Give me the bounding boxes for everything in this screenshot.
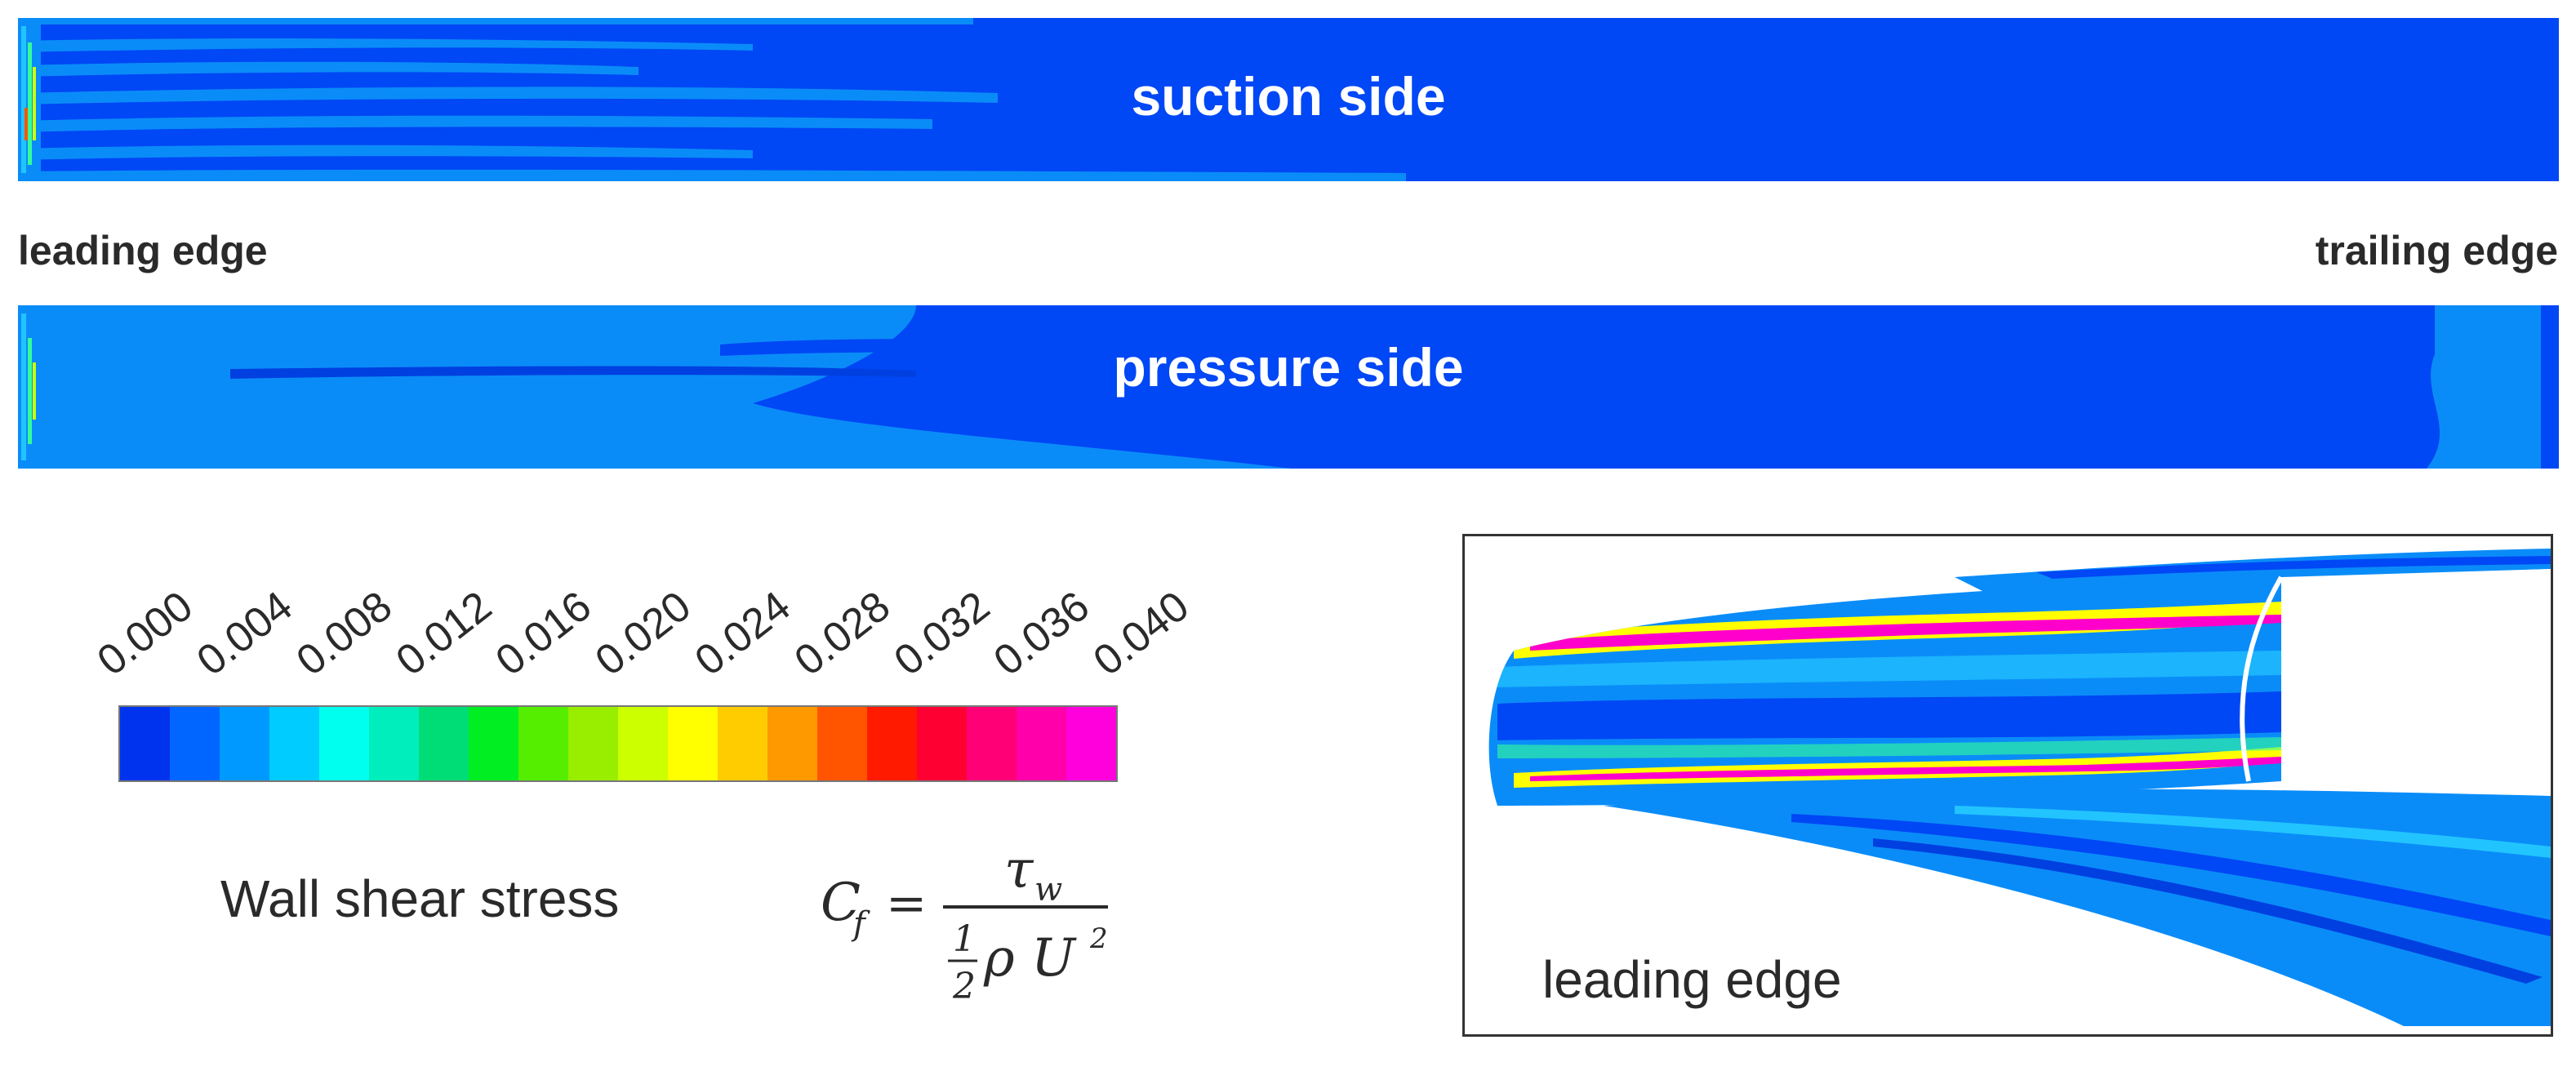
colorbar-segment xyxy=(967,707,1017,780)
legend-tick-label: 0.008 xyxy=(287,582,401,686)
colorbar-segment xyxy=(917,707,967,780)
colorbar-segment xyxy=(220,707,269,780)
colorbar-segment xyxy=(618,707,668,780)
colorbar-segment xyxy=(867,707,917,780)
legend-tick-label: 0.024 xyxy=(686,582,799,686)
colorbar xyxy=(118,705,1118,782)
colorbar-segment xyxy=(817,707,867,780)
skin-friction-formula: C f = τ w 1 2 ρ U 2 xyxy=(821,840,1147,1011)
legend-tick-label: 0.016 xyxy=(487,582,600,686)
pressure-side-contour: pressure side xyxy=(18,305,2559,469)
pressure-side-label: pressure side xyxy=(1113,337,1464,398)
inset-leading-edge-label: leading edge xyxy=(1542,950,1842,1009)
suction-side-field xyxy=(18,18,2559,181)
colorbar-segment xyxy=(120,707,170,780)
colorbar-segment xyxy=(469,707,518,780)
colorbar-segment xyxy=(269,707,319,780)
formula-u-sup: 2 xyxy=(1089,922,1108,955)
suction-side-label: suction side xyxy=(1131,66,1446,127)
formula-half-den: 2 xyxy=(952,966,976,1007)
colorbar-segment xyxy=(170,707,220,780)
colorbar-segment xyxy=(369,707,419,780)
legend-tick-label: 0.028 xyxy=(785,582,899,686)
colorbar-segment xyxy=(319,707,369,780)
colorbar-segment xyxy=(1017,707,1066,780)
suction-side-contour: suction side xyxy=(18,18,2559,181)
inset-turbulent-patches xyxy=(1497,602,2281,788)
colorbar-segment xyxy=(718,707,767,780)
colorbar-segment xyxy=(568,707,618,780)
colorbar-segment xyxy=(1066,707,1116,780)
formula-tau-sub: w xyxy=(1034,871,1062,909)
inset-contour xyxy=(1488,549,2551,1026)
colorbar-segment xyxy=(767,707,817,780)
formula-half-num: 1 xyxy=(953,918,976,960)
formula-lhs: C xyxy=(821,873,861,933)
colorbar-segment xyxy=(419,707,469,780)
formula-tau: τ xyxy=(1004,845,1034,900)
leading-edge-label: leading edge xyxy=(18,228,268,273)
formula-equals: = xyxy=(886,875,927,932)
trailing-edge-label: trailing edge xyxy=(2315,228,2558,273)
legend-tick-label: 0.012 xyxy=(387,582,501,686)
legend-tick-label: 0.000 xyxy=(88,582,202,686)
legend-tick-label: 0.040 xyxy=(1084,582,1198,686)
leading-edge-inset: leading edge xyxy=(1462,534,2553,1037)
formula-rho-u: ρ U xyxy=(983,928,1077,989)
legend-tick-label: 0.036 xyxy=(985,582,1098,686)
colorbar-segment xyxy=(668,707,718,780)
colorbar-segment xyxy=(518,707,568,780)
formula-lhs-sub: f xyxy=(851,905,870,943)
wall-shear-stress-label: Wall shear stress xyxy=(220,869,620,928)
pressure-side-field xyxy=(18,305,2559,469)
legend-tick-label: 0.020 xyxy=(586,582,700,686)
legend-tick-label: 0.004 xyxy=(188,582,301,686)
legend-tick-label: 0.032 xyxy=(885,582,999,686)
